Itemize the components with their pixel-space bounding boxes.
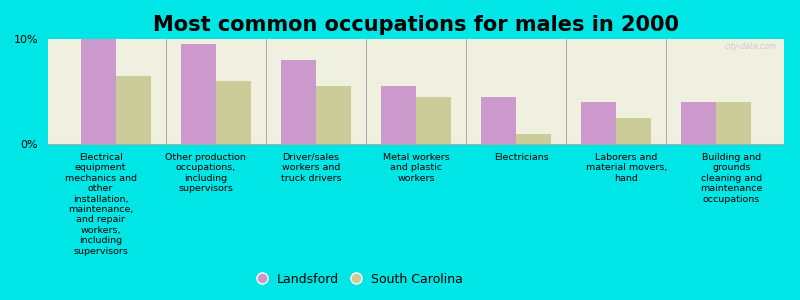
Bar xyxy=(616,118,650,144)
Bar xyxy=(182,44,216,144)
Text: Laborers and
material movers,
hand: Laborers and material movers, hand xyxy=(586,153,667,183)
Text: Other production
occupations,
including
supervisors: Other production occupations, including … xyxy=(166,153,246,193)
Bar xyxy=(581,102,616,144)
Text: Metal workers
and plastic
workers: Metal workers and plastic workers xyxy=(382,153,450,183)
Text: city-data.com: city-data.com xyxy=(725,42,777,51)
Text: Driver/sales
workers and
truck drivers: Driver/sales workers and truck drivers xyxy=(281,153,341,183)
Bar xyxy=(681,102,715,144)
Bar xyxy=(381,86,416,144)
Bar xyxy=(416,97,451,144)
Title: Most common occupations for males in 2000: Most common occupations for males in 200… xyxy=(153,15,679,35)
Bar xyxy=(715,102,750,144)
Text: Electricians: Electricians xyxy=(494,153,549,162)
Bar xyxy=(281,60,316,144)
Bar xyxy=(316,86,351,144)
Text: Electrical
equipment
mechanics and
other
installation,
maintenance,
and repair
w: Electrical equipment mechanics and other… xyxy=(65,153,137,256)
Bar xyxy=(516,134,551,144)
Bar xyxy=(82,39,117,144)
Legend: Landsford, South Carolina: Landsford, South Carolina xyxy=(252,268,468,291)
Bar xyxy=(117,76,151,144)
Bar xyxy=(216,81,251,144)
Text: Building and
grounds
cleaning and
maintenance
occupations: Building and grounds cleaning and mainte… xyxy=(700,153,762,204)
Bar xyxy=(481,97,516,144)
